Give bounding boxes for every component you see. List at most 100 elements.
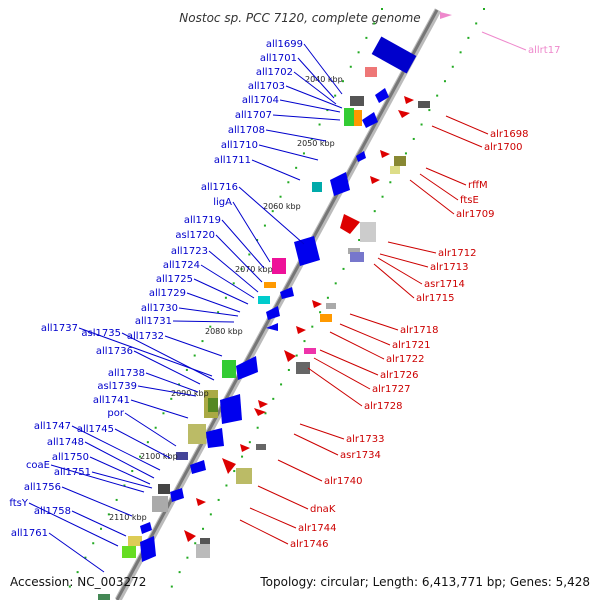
gene-block <box>128 536 142 546</box>
gene-label-left: all1710 <box>221 140 258 151</box>
gene-label-left: all1704 <box>242 95 279 106</box>
track-dot <box>76 571 79 574</box>
gene-label-left: all1729 <box>149 288 186 299</box>
gene-label-left: all1702 <box>256 67 293 78</box>
gene-arrow <box>330 172 350 196</box>
gene-arrow <box>206 428 224 448</box>
track-dot <box>139 455 142 458</box>
connector-line <box>137 385 197 397</box>
gene-label-left: all1716 <box>201 182 238 193</box>
track-dot <box>178 383 181 386</box>
gene-arrow <box>398 110 410 118</box>
gene-block <box>258 296 270 304</box>
track-dot <box>131 470 134 473</box>
gene-arrow <box>170 488 184 502</box>
connector-line <box>257 485 309 510</box>
right-label-connectors <box>239 31 527 545</box>
track-dot <box>443 80 446 83</box>
gene-block <box>350 252 364 262</box>
gene-label-right: asr1734 <box>340 450 381 461</box>
gene-arrow <box>222 458 236 474</box>
gene-label-right: alr1727 <box>372 384 410 395</box>
gene-label-left: all1747 <box>34 421 71 432</box>
track-dot <box>280 383 283 386</box>
scale-label: 2040 kbp <box>305 75 343 84</box>
connector-line <box>293 433 339 456</box>
track-dot <box>217 311 220 314</box>
connector-line <box>61 486 133 517</box>
gene-arrow <box>140 522 152 534</box>
track-dot <box>170 585 173 588</box>
gene-block <box>222 360 236 378</box>
connector-line <box>89 456 151 485</box>
track-dot <box>123 484 126 487</box>
genome-title: Nostoc sp. PCC 7120, complete genome <box>179 11 420 25</box>
gene-block <box>394 156 406 166</box>
track-dot <box>264 412 267 415</box>
gene-arrow <box>266 323 278 331</box>
scale-labels: 2040 kbp 2050 kbp 2060 kbp 2070 kbp 2080 kbp… <box>109 75 343 522</box>
connector-line <box>431 125 483 148</box>
track-dot <box>84 556 87 559</box>
gene-label-right: alr1718 <box>400 325 438 336</box>
gene-block <box>326 303 336 309</box>
connector-line <box>349 313 399 331</box>
connector-line <box>249 507 297 529</box>
connector-line <box>319 349 379 376</box>
track-dot <box>194 542 197 545</box>
track-dot <box>373 210 376 213</box>
track-dot <box>263 224 266 227</box>
gene-arrow <box>280 287 294 299</box>
gene-block <box>360 222 376 242</box>
gene-arrow <box>190 460 206 474</box>
track-dot <box>295 166 298 169</box>
track-dot <box>341 80 344 83</box>
gene-label-right: dnaK <box>310 504 336 515</box>
scale-label: 2090 kbp <box>171 389 209 398</box>
gene-arrow <box>184 530 196 542</box>
gene-label-right: alr1698 <box>490 129 528 140</box>
track-dot <box>326 296 329 299</box>
connector-line <box>91 471 153 489</box>
track-dot <box>256 239 259 242</box>
gene-arrow <box>220 394 242 424</box>
track-dot <box>202 527 205 530</box>
gene-label-right: alr1709 <box>456 209 494 220</box>
track-dots <box>68 8 485 588</box>
gene-label-left: all1708 <box>228 125 265 136</box>
connector-line <box>277 459 323 482</box>
gene-block <box>350 96 364 106</box>
gene-block <box>98 594 110 600</box>
rna-arrow <box>440 12 452 19</box>
gene-block <box>196 544 210 558</box>
track-dot <box>303 340 306 343</box>
connector-line <box>265 129 327 142</box>
scale-label: 2080 kbp <box>205 327 243 336</box>
track-dot <box>451 65 454 68</box>
track-dot <box>272 397 275 400</box>
gene-label-right: alr1740 <box>324 476 362 487</box>
gene-label-left: all1724 <box>163 260 200 271</box>
track-dot <box>107 513 110 516</box>
track-dot <box>248 253 251 256</box>
scale-label: 2060 kbp <box>263 202 301 211</box>
gene-arrow <box>140 536 156 562</box>
connector-line <box>193 278 249 305</box>
track-dot <box>233 470 236 473</box>
gene-block <box>188 424 206 444</box>
connector-line <box>164 335 223 357</box>
track-dot <box>404 152 407 155</box>
scale-label: 2050 kbp <box>297 139 335 148</box>
connector-line <box>124 412 177 447</box>
gene-label-left: all1737 <box>41 323 78 334</box>
track-dot <box>483 8 485 10</box>
connector-line <box>238 186 305 245</box>
track-dot <box>248 441 251 444</box>
gene-label-left: all1725 <box>156 274 193 285</box>
track-dot <box>287 368 290 371</box>
gene-label-left: all1711 <box>214 155 251 166</box>
track-dot <box>459 51 462 54</box>
track-dot <box>186 556 189 559</box>
connector-line <box>379 253 429 268</box>
